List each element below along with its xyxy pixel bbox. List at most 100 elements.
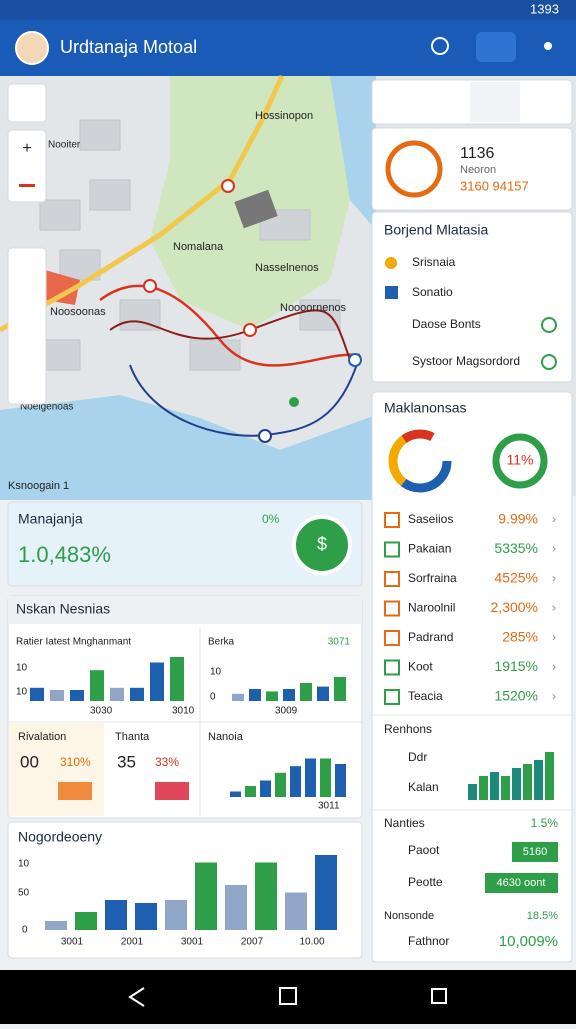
bar bbox=[50, 690, 64, 701]
tick: 3009 bbox=[275, 706, 298, 717]
bottom-title: Nogordeoeny bbox=[18, 829, 102, 845]
fab[interactable] bbox=[292, 515, 352, 575]
footer-item: Peotte bbox=[408, 875, 443, 889]
summary-change: 0% bbox=[262, 512, 280, 526]
tile-button[interactable] bbox=[58, 782, 92, 800]
tile-button[interactable] bbox=[155, 782, 189, 800]
layer-item[interactable]: Systoor Magsordord bbox=[412, 354, 520, 368]
bar bbox=[334, 677, 346, 701]
row-icon bbox=[384, 512, 400, 528]
info-code: 3160 94157 bbox=[460, 178, 529, 193]
trend-item: Ddr bbox=[408, 750, 427, 764]
map-label: Nomalana bbox=[173, 241, 224, 253]
card-value: 3071 bbox=[328, 637, 351, 648]
row-icon bbox=[384, 659, 400, 676]
tick: 3010 bbox=[172, 706, 195, 717]
tick: 10 bbox=[210, 667, 222, 678]
map-label: Nasselnenos bbox=[255, 262, 319, 274]
map-label: Noooornenos bbox=[280, 302, 347, 314]
avatar[interactable] bbox=[15, 31, 49, 65]
back-button[interactable] bbox=[128, 987, 145, 1007]
row-name: Teacia bbox=[408, 689, 443, 703]
chevron: › bbox=[552, 542, 556, 556]
bar bbox=[195, 862, 217, 930]
tick: 10 bbox=[16, 663, 28, 674]
chevron: › bbox=[552, 512, 556, 526]
bar bbox=[317, 686, 329, 701]
tile-title: Rivalation bbox=[18, 731, 66, 743]
layer-item[interactable]: Sonatio bbox=[412, 285, 453, 299]
footer-label: Nonsonde bbox=[384, 910, 434, 922]
tick: 3030 bbox=[90, 706, 113, 717]
row-name: Koot bbox=[408, 660, 433, 674]
bar bbox=[290, 766, 301, 797]
bar bbox=[249, 689, 261, 701]
row-value: 1915% bbox=[494, 658, 538, 674]
map-label: Noelgenoas bbox=[20, 402, 73, 413]
x-tick-label: 2001 bbox=[121, 937, 144, 948]
badge[interactable] bbox=[512, 842, 558, 862]
bar bbox=[305, 758, 316, 797]
bar bbox=[225, 885, 247, 930]
tick: 10 bbox=[16, 687, 28, 698]
layer-item[interactable]: Daose Bonts bbox=[412, 317, 481, 331]
x-tick-label: 10.00 bbox=[299, 937, 324, 948]
bar bbox=[260, 780, 271, 797]
tab-active[interactable] bbox=[470, 82, 520, 122]
zoom-control[interactable] bbox=[7, 129, 47, 203]
row-value: 285% bbox=[502, 629, 538, 645]
trend-title: Renhons bbox=[384, 722, 432, 736]
toggle[interactable] bbox=[541, 317, 557, 333]
donut bbox=[388, 429, 452, 493]
info-card bbox=[371, 127, 573, 211]
row-icon bbox=[384, 600, 400, 617]
app-title: Urdtanaja Motoal bbox=[60, 37, 197, 57]
chevron: › bbox=[552, 660, 556, 674]
bar bbox=[512, 768, 521, 800]
row-icon bbox=[384, 630, 400, 646]
summary-title: Manajanja bbox=[18, 511, 83, 527]
donut bbox=[388, 429, 452, 493]
zoom-in[interactable]: + bbox=[22, 140, 31, 157]
row-name: Saseiios bbox=[408, 512, 453, 526]
tile-value: 35 bbox=[117, 752, 136, 771]
bar bbox=[245, 786, 256, 797]
row-name: Sorfraina bbox=[408, 571, 457, 585]
zoom-out[interactable] bbox=[19, 184, 35, 187]
search-icon[interactable] bbox=[431, 37, 449, 55]
map-button[interactable] bbox=[476, 32, 516, 62]
tool-bar[interactable] bbox=[7, 247, 47, 405]
bar bbox=[315, 855, 337, 930]
bar bbox=[545, 752, 554, 800]
card-title: Berka bbox=[208, 637, 235, 648]
trend-item: Kalan bbox=[408, 780, 439, 794]
bar bbox=[523, 764, 532, 800]
bar bbox=[479, 776, 488, 800]
bar bbox=[75, 912, 97, 930]
bar bbox=[255, 862, 277, 930]
toggle[interactable] bbox=[541, 354, 557, 370]
bar bbox=[283, 689, 295, 701]
row-icon bbox=[384, 571, 400, 587]
gauge-label: 11% bbox=[507, 452, 534, 468]
card-title: Ratier Iatest Mnghanmant bbox=[16, 637, 131, 648]
recents-button[interactable] bbox=[431, 988, 447, 1004]
footer-value: 10,009% bbox=[499, 933, 558, 950]
badge[interactable] bbox=[485, 873, 558, 893]
bar bbox=[130, 687, 144, 701]
bar bbox=[501, 776, 510, 800]
map-label: Hossinopon bbox=[255, 110, 313, 122]
layers-button[interactable] bbox=[7, 83, 47, 123]
x-tick-label: 2007 bbox=[241, 937, 264, 948]
tile-value: 00 bbox=[20, 752, 39, 771]
chevron: › bbox=[552, 571, 556, 585]
bar bbox=[110, 687, 124, 701]
status-time: 1393 bbox=[530, 1, 559, 16]
summary-value: 1.0,483% bbox=[18, 542, 111, 567]
menu-icon[interactable] bbox=[544, 42, 552, 50]
layers-card bbox=[371, 211, 573, 383]
map-label: Ksnoogain 1 bbox=[8, 480, 69, 492]
info-value: 1136 bbox=[460, 145, 495, 162]
home-button[interactable] bbox=[279, 987, 297, 1005]
layer-item[interactable]: Srisnaia bbox=[412, 255, 456, 269]
